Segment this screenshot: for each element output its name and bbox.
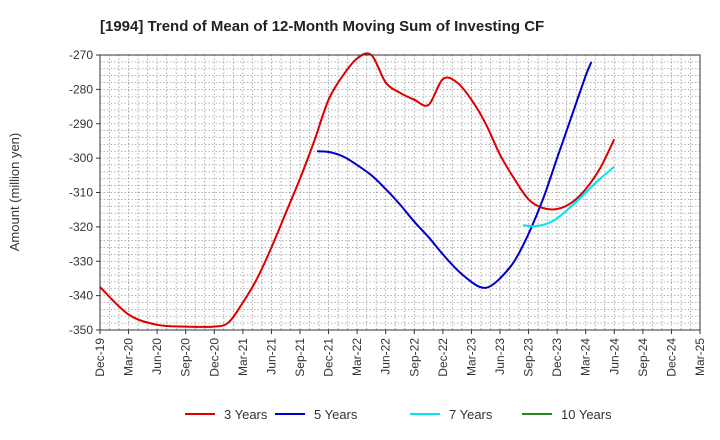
x-tick-label: Jun-22 <box>379 338 393 375</box>
legend-label: 5 Years <box>314 407 358 422</box>
y-tick-label: -290 <box>69 117 93 131</box>
y-tick-label: -340 <box>69 289 93 303</box>
y-tick-label: -350 <box>69 323 93 337</box>
series-line-7-years <box>522 165 615 228</box>
legend-label: 7 Years <box>449 407 493 422</box>
x-tick-label: Dec-22 <box>436 338 450 377</box>
plot-frame <box>99 54 701 331</box>
x-axis: Dec-19 Mar-20 Jun-20 Sep-20 Dec-20 Mar-21 Jun-… <box>93 330 707 377</box>
series-lines <box>99 52 616 328</box>
y-axis-label: Amount (million yen) <box>7 133 22 252</box>
y-tick-label: -270 <box>69 48 93 62</box>
x-tick-label: Sep-23 <box>522 338 536 377</box>
legend-label: 3 Years <box>224 407 268 422</box>
y-tick-label: -330 <box>69 254 93 268</box>
chart-title: [1994] Trend of Mean of 12-Month Moving … <box>100 18 544 35</box>
x-tick-label: Jun-24 <box>607 338 621 375</box>
x-tick-label: Mar-24 <box>579 338 593 376</box>
x-tick-label: Mar-20 <box>122 338 136 376</box>
y-tick-label: -280 <box>69 82 93 96</box>
x-tick-label: Dec-20 <box>207 338 221 377</box>
x-tick-label: Sep-22 <box>407 338 421 377</box>
x-tick-label: Dec-19 <box>93 338 107 377</box>
grid <box>99 54 701 331</box>
x-tick-label: Sep-24 <box>636 338 650 377</box>
series-line-5-years <box>317 61 593 289</box>
x-tick-label: Mar-21 <box>236 338 250 376</box>
x-tick-label: Dec-21 <box>322 338 336 377</box>
y-tick-label: -320 <box>69 220 93 234</box>
y-tick-label: -300 <box>69 151 93 165</box>
x-tick-label: Mar-22 <box>350 338 364 376</box>
y-axis: -270 -280 -290 -300 -310 -320 -330 -340 -350 <box>69 48 100 337</box>
legend-label: 10 Years <box>561 407 612 422</box>
x-tick-label: Dec-23 <box>550 338 564 377</box>
y-tick-label: -310 <box>69 186 93 200</box>
x-tick-label: Mar-23 <box>464 338 478 376</box>
x-tick-label: Dec-24 <box>664 338 678 377</box>
series-line-3-years <box>99 52 616 328</box>
x-tick-label: Sep-20 <box>179 338 193 377</box>
x-tick-label: Mar-25 <box>693 338 707 376</box>
legend: 3 Years 5 Years 7 Years 10 Years <box>185 407 612 422</box>
x-tick-label: Sep-21 <box>293 338 307 377</box>
x-tick-label: Jun-20 <box>150 338 164 375</box>
x-tick-label: Jun-23 <box>493 338 507 375</box>
x-tick-label: Jun-21 <box>264 338 278 375</box>
